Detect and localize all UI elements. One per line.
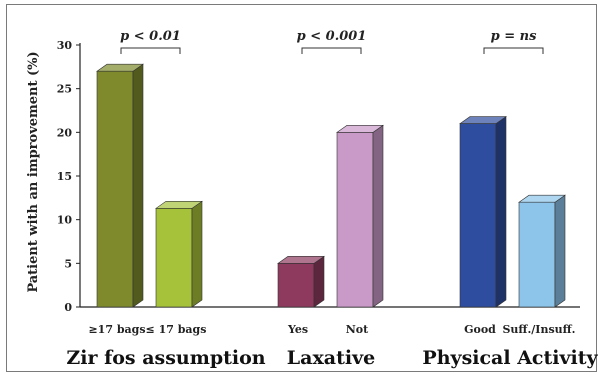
labels: ≥17 bags ≤ 17 bags Zir fos assumption p < 0… bbox=[66, 29, 598, 369]
bar-side bbox=[191, 200, 203, 308]
y-tick-label: 0 bbox=[64, 301, 72, 314]
category-label: Good bbox=[464, 323, 496, 336]
bar-top bbox=[459, 116, 507, 124]
group-label: Zir fos assumption bbox=[66, 347, 265, 369]
bar-front bbox=[518, 201, 556, 308]
p-value-annotation: p = ns bbox=[491, 29, 537, 44]
significance-bracket bbox=[301, 47, 362, 54]
bar-top bbox=[518, 194, 566, 203]
bar-side bbox=[132, 63, 144, 308]
bar-top bbox=[155, 201, 203, 209]
bar-front bbox=[336, 132, 374, 308]
bar bbox=[518, 194, 566, 308]
bar-side bbox=[372, 124, 384, 308]
bar-top bbox=[336, 125, 384, 133]
bar-front bbox=[155, 208, 193, 308]
bar bbox=[155, 200, 203, 308]
category-label: ≤ 17 bags bbox=[146, 323, 207, 336]
bar-side bbox=[313, 255, 325, 308]
bars bbox=[96, 63, 566, 308]
y-tick-label: 20 bbox=[57, 126, 73, 139]
y-tick-label: 5 bbox=[64, 257, 72, 270]
bar-top bbox=[96, 63, 144, 72]
bar-front bbox=[459, 123, 497, 308]
bar-top bbox=[277, 256, 325, 264]
y-tick-label: 10 bbox=[57, 214, 73, 227]
y-tick-label: 30 bbox=[57, 39, 73, 52]
category-label: Not bbox=[346, 323, 369, 336]
category-label: Yes bbox=[287, 323, 308, 336]
category-label: Suff./Insuff. bbox=[502, 323, 575, 336]
y-tick-label: 25 bbox=[57, 83, 72, 96]
category-label: ≥17 bags bbox=[88, 323, 145, 336]
bar-front bbox=[277, 263, 315, 308]
bar-side bbox=[554, 194, 566, 308]
bar bbox=[459, 116, 507, 308]
group-label: Laxative bbox=[287, 347, 375, 369]
bar-front bbox=[96, 70, 134, 308]
group-label: Physical Activity bbox=[422, 347, 598, 369]
p-value-annotation: p < 0.01 bbox=[120, 29, 181, 44]
y-tick-label: 15 bbox=[57, 170, 72, 183]
bar bbox=[96, 63, 144, 308]
bar bbox=[277, 255, 325, 308]
significance-bracket bbox=[120, 47, 181, 54]
y-axis-label: Patient with an improvement (%) bbox=[26, 51, 41, 292]
p-value-annotation: p < 0.001 bbox=[297, 29, 367, 44]
bar-side bbox=[495, 116, 507, 308]
significance-bracket bbox=[483, 47, 544, 54]
bar bbox=[336, 124, 384, 308]
